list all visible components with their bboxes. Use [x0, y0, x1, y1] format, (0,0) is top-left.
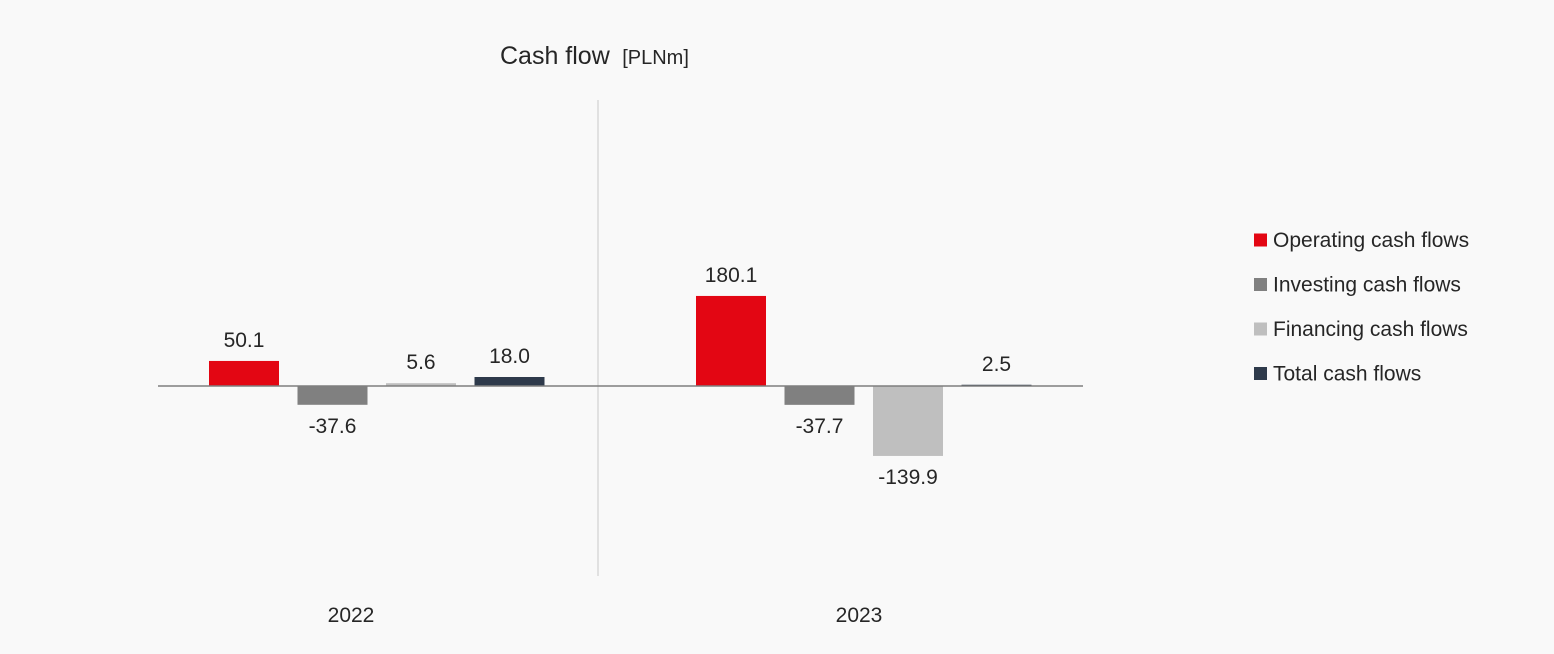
bar-operating-cash-flows-2022 [209, 360, 279, 386]
bar-financing-cash-flows-2022 [386, 383, 456, 386]
bar-investing-cash-flows-2022 [297, 386, 368, 405]
legend-label-financing-cash-flows: Financing cash flows [1273, 318, 1468, 341]
data-label-financing-cash-flows-2022: 5.6 [406, 351, 435, 374]
data-label-operating-cash-flows-2023: 180.1 [705, 264, 758, 287]
legend-label-operating-cash-flows: Operating cash flows [1273, 229, 1469, 252]
legend-swatch-operating-cash-flows [1254, 233, 1267, 247]
data-label-financing-cash-flows-2023: -139.9 [878, 466, 938, 489]
legend-swatch-total-cash-flows [1254, 367, 1267, 380]
bar-investing-cash-flows-2023 [784, 386, 855, 405]
bar-financing-cash-flows-2023 [873, 386, 943, 456]
chart-title-unit: [PLNm] [622, 47, 689, 69]
legend-swatch-investing-cash-flows [1254, 278, 1267, 291]
bars-group [209, 295, 1032, 456]
bar-total-cash-flows-2022 [474, 377, 545, 386]
legend-label-investing-cash-flows: Investing cash flows [1273, 274, 1461, 297]
legend-label-total-cash-flows: Total cash flows [1273, 363, 1421, 386]
category-label-2022: 2022 [328, 604, 375, 627]
legend: Operating cash flows Investing cash flows… [1254, 229, 1469, 386]
data-labels-group: 50.1 -37.6 5.6 18.0 180.1 -37.7 -139.9 2.5 [224, 264, 1012, 489]
chart-title-text: Cash flow [500, 42, 611, 70]
data-label-total-cash-flows-2022: 18.0 [489, 345, 530, 368]
bar-operating-cash-flows-2023 [696, 295, 766, 386]
data-label-investing-cash-flows-2022: -37.6 [309, 415, 357, 438]
data-label-investing-cash-flows-2023: -37.7 [796, 415, 844, 438]
legend-swatch-financing-cash-flows [1254, 322, 1267, 336]
category-labels-group: 2022 2023 [328, 604, 883, 627]
category-label-2023: 2023 [836, 604, 883, 627]
data-label-total-cash-flows-2023: 2.5 [982, 353, 1011, 376]
data-label-operating-cash-flows-2022: 50.1 [224, 329, 265, 352]
chart-title: Cash flow [PLNm] [500, 42, 689, 70]
